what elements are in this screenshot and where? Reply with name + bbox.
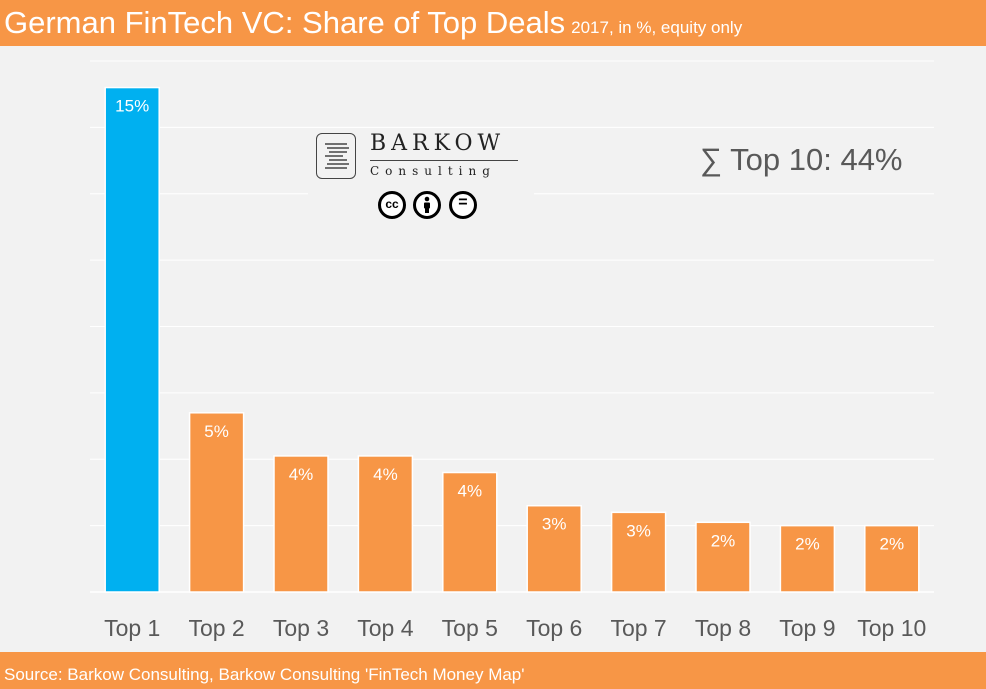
bar-2 [188,412,245,593]
x-tick-label: Top 4 [357,615,413,641]
bar-value-label: 4% [373,465,398,484]
bar-6 [526,504,582,593]
x-tick-label: Top 10 [857,615,926,641]
logo-divider [370,160,518,161]
chart-subtitle: 2017, in %, equity only [571,18,743,37]
bar-4 [357,455,414,593]
x-tick-label: Top 5 [442,615,498,641]
bar-value-label: 2% [795,535,820,554]
bar-5 [442,471,498,593]
total-annotation: ∑ Top 10: 44% [700,142,903,177]
source-text: Source: Barkow Consulting, Barkow Consul… [4,665,525,684]
creative-commons-badge: cc = [378,191,480,219]
bar-labels: 15% 5% 4% 4% 4% 3% 3% 2% 2% 2% [115,97,904,554]
bar-value-label: 2% [880,535,905,554]
barkow-logo-icon [316,133,356,179]
bar-value-label: 15% [115,97,149,116]
bar-value-label: 5% [204,422,229,441]
no-derivatives-icon: = [448,191,477,219]
x-tick-label: Top 2 [188,615,244,641]
logo-brand-text: BARKOW [370,131,506,156]
barkow-consulting-logo: BARKOW Consulting cc = [308,128,534,228]
chart-title: German FinTech VC: Share of Top Deals 201… [4,5,743,40]
bar-7 [610,511,667,593]
logo-sub-text: Consulting [370,164,496,178]
bar-value-label: 4% [289,465,314,484]
bar-value-label: 4% [458,482,483,501]
bar-3 [273,455,329,593]
x-tick-label: Top 3 [273,615,329,641]
bar-1 [104,86,160,593]
x-tick-label: Top 1 [104,615,160,641]
bar-8 [695,521,751,593]
bar-value-label: 3% [542,515,567,534]
x-tick-label: Top 8 [695,615,751,641]
bar-10 [864,524,920,593]
x-tick-label: Top 6 [526,615,582,641]
cc-icon: cc [378,191,406,219]
bar-chart: 15%5%4% 4%4%3% 3%2% 2% 2% Top 1 Top 2 Top 3 Top… [90,60,934,641]
source-footer: Source: Barkow Consulting, Barkow Consul… [0,652,986,689]
chart-header: German FinTech VC: Share of Top Deals 201… [0,0,986,46]
bars [104,86,920,593]
bar-value-label: 3% [626,521,651,540]
bar-9 [779,524,836,593]
x-tick-labels: Top 1 Top 2 Top 3 Top 4 Top 5 Top 6 Top 7 Top 8… [104,615,926,641]
x-tick-label: Top 7 [610,615,666,641]
attribution-icon [413,191,442,219]
x-tick-label: Top 9 [779,615,835,641]
bar-value-label: 2% [711,531,736,550]
